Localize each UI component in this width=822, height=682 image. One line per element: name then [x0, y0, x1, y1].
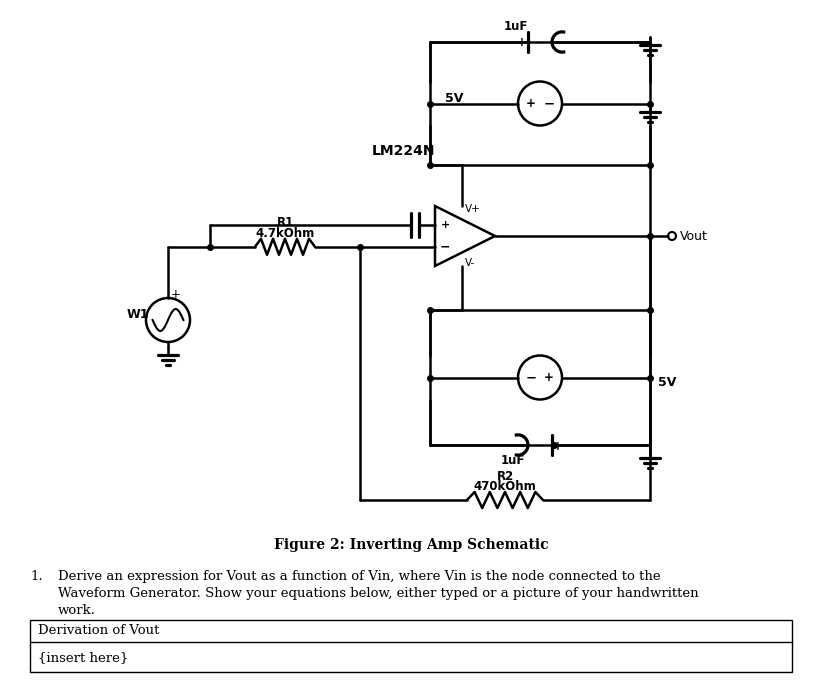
Text: +: +	[553, 439, 563, 452]
Text: Vout: Vout	[680, 230, 708, 243]
Text: +: +	[171, 288, 181, 301]
Text: V-: V-	[465, 258, 475, 268]
Text: +: +	[526, 97, 536, 110]
Text: R2: R2	[496, 469, 514, 482]
Text: {insert here}: {insert here}	[38, 651, 128, 664]
Text: work.: work.	[58, 604, 96, 617]
Text: +: +	[544, 371, 554, 384]
Text: +: +	[441, 220, 450, 231]
Text: V+: V+	[465, 204, 481, 214]
Text: 4.7kOhm: 4.7kOhm	[256, 227, 315, 240]
Bar	[30, 620, 792, 672]
Text: Derive an expression for Vout as a function of Vin, where Vin is the node connec: Derive an expression for Vout as a funct…	[58, 570, 661, 583]
Text: 5V: 5V	[445, 92, 464, 105]
Text: W1: W1	[127, 308, 150, 321]
Text: Figure 2: Inverting Amp Schematic: Figure 2: Inverting Amp Schematic	[274, 538, 548, 552]
Text: 1.: 1.	[30, 570, 43, 583]
Text: LM224N: LM224N	[372, 144, 436, 158]
Text: 470kOhm: 470kOhm	[473, 481, 537, 494]
Text: −: −	[440, 240, 450, 253]
Text: −: −	[525, 371, 537, 384]
Text: Waveform Generator. Show your equations below, either typed or a picture of your: Waveform Generator. Show your equations …	[58, 587, 699, 600]
Text: 1uF: 1uF	[501, 454, 525, 466]
Text: 1uF: 1uF	[504, 20, 529, 33]
Text: +: +	[517, 37, 527, 50]
Text: 5V: 5V	[658, 376, 677, 389]
Text: Derivation of Vout: Derivation of Vout	[38, 625, 159, 638]
Text: R1: R1	[276, 216, 293, 229]
Text: −: −	[543, 97, 555, 110]
